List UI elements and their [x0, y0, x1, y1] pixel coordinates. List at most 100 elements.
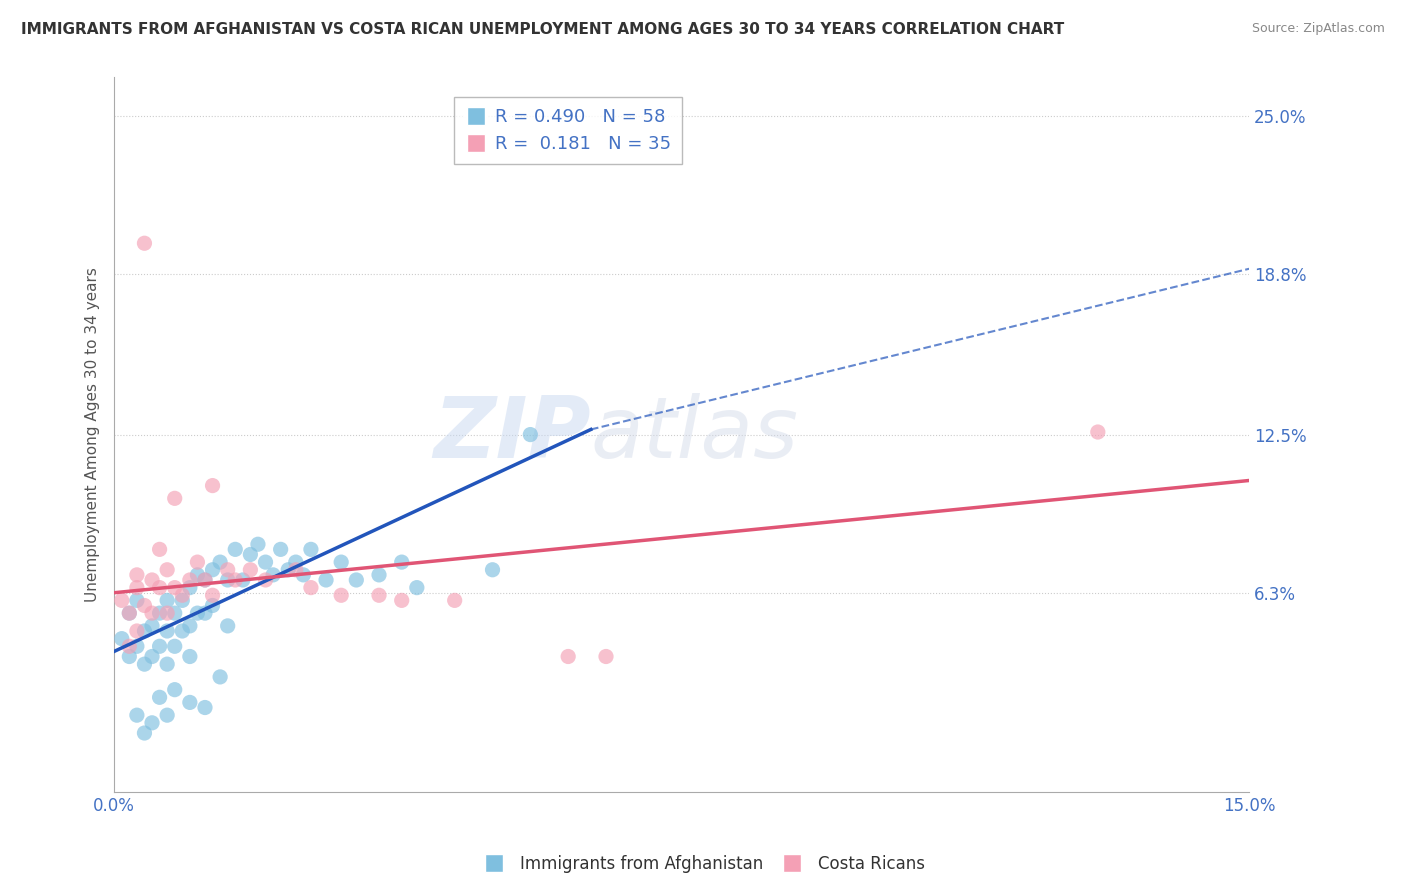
Point — [217, 573, 239, 587]
Point — [149, 581, 172, 595]
Point — [179, 649, 201, 664]
Point — [194, 573, 217, 587]
Point — [186, 555, 208, 569]
Point — [186, 606, 208, 620]
Point — [156, 708, 179, 723]
Point — [134, 657, 156, 672]
Point — [194, 573, 217, 587]
Point — [141, 573, 163, 587]
Point — [201, 478, 224, 492]
Point — [217, 563, 239, 577]
Text: atlas: atlas — [591, 393, 799, 476]
Text: ZIP: ZIP — [433, 393, 591, 476]
Point — [125, 640, 148, 654]
Point — [149, 606, 172, 620]
Point — [344, 573, 367, 587]
Point — [125, 593, 148, 607]
Point — [149, 640, 172, 654]
Point — [163, 640, 186, 654]
Point — [134, 726, 156, 740]
Point — [201, 563, 224, 577]
Legend: R = 0.490   N = 58, R =  0.181   N = 35: R = 0.490 N = 58, R = 0.181 N = 35 — [454, 97, 682, 164]
Point — [443, 593, 465, 607]
Point — [179, 581, 201, 595]
Point — [239, 548, 262, 562]
Point — [141, 619, 163, 633]
Point — [391, 555, 413, 569]
Point — [246, 537, 269, 551]
Point — [156, 624, 179, 638]
Point — [111, 593, 134, 607]
Point — [141, 715, 163, 730]
Point — [156, 563, 179, 577]
Text: IMMIGRANTS FROM AFGHANISTAN VS COSTA RICAN UNEMPLOYMENT AMONG AGES 30 TO 34 YEAR: IMMIGRANTS FROM AFGHANISTAN VS COSTA RIC… — [21, 22, 1064, 37]
Point — [179, 573, 201, 587]
Point — [118, 606, 141, 620]
Point — [217, 619, 239, 633]
Point — [405, 581, 427, 595]
Point — [254, 573, 277, 587]
Point — [118, 606, 141, 620]
Point — [134, 599, 156, 613]
Text: Source: ZipAtlas.com: Source: ZipAtlas.com — [1251, 22, 1385, 36]
Point — [391, 593, 413, 607]
Point — [368, 567, 391, 582]
Point — [262, 567, 284, 582]
Point — [186, 567, 208, 582]
Point — [254, 555, 277, 569]
Point — [134, 624, 156, 638]
Point — [595, 649, 617, 664]
Point — [125, 624, 148, 638]
Point — [224, 542, 246, 557]
Point — [141, 606, 163, 620]
Point — [194, 700, 217, 714]
Point — [156, 606, 179, 620]
Point — [163, 682, 186, 697]
Point — [194, 606, 217, 620]
Point — [209, 555, 232, 569]
Point — [299, 581, 322, 595]
Point — [239, 563, 262, 577]
Point — [125, 567, 148, 582]
Point — [232, 573, 254, 587]
Point — [156, 657, 179, 672]
Point — [277, 563, 299, 577]
Point — [1087, 425, 1109, 439]
Legend: Immigrants from Afghanistan, Costa Ricans: Immigrants from Afghanistan, Costa Rican… — [475, 848, 931, 880]
Point — [224, 573, 246, 587]
Y-axis label: Unemployment Among Ages 30 to 34 years: Unemployment Among Ages 30 to 34 years — [86, 267, 100, 602]
Point — [172, 593, 194, 607]
Point — [163, 581, 186, 595]
Point — [141, 649, 163, 664]
Point — [209, 670, 232, 684]
Point — [299, 542, 322, 557]
Point — [172, 624, 194, 638]
Point — [315, 573, 337, 587]
Point — [125, 708, 148, 723]
Point — [134, 236, 156, 251]
Point — [284, 563, 307, 577]
Point — [118, 649, 141, 664]
Point — [172, 588, 194, 602]
Point — [163, 491, 186, 506]
Point — [368, 588, 391, 602]
Point — [519, 427, 541, 442]
Point — [292, 567, 315, 582]
Point — [163, 606, 186, 620]
Point — [149, 542, 172, 557]
Point — [111, 632, 134, 646]
Point — [179, 695, 201, 709]
Point — [284, 555, 307, 569]
Point — [201, 588, 224, 602]
Point — [156, 593, 179, 607]
Point — [481, 563, 503, 577]
Point — [557, 649, 579, 664]
Point — [149, 690, 172, 705]
Point — [125, 581, 148, 595]
Point — [179, 619, 201, 633]
Point — [330, 588, 353, 602]
Point — [201, 599, 224, 613]
Point — [118, 640, 141, 654]
Point — [330, 555, 353, 569]
Point — [270, 542, 292, 557]
